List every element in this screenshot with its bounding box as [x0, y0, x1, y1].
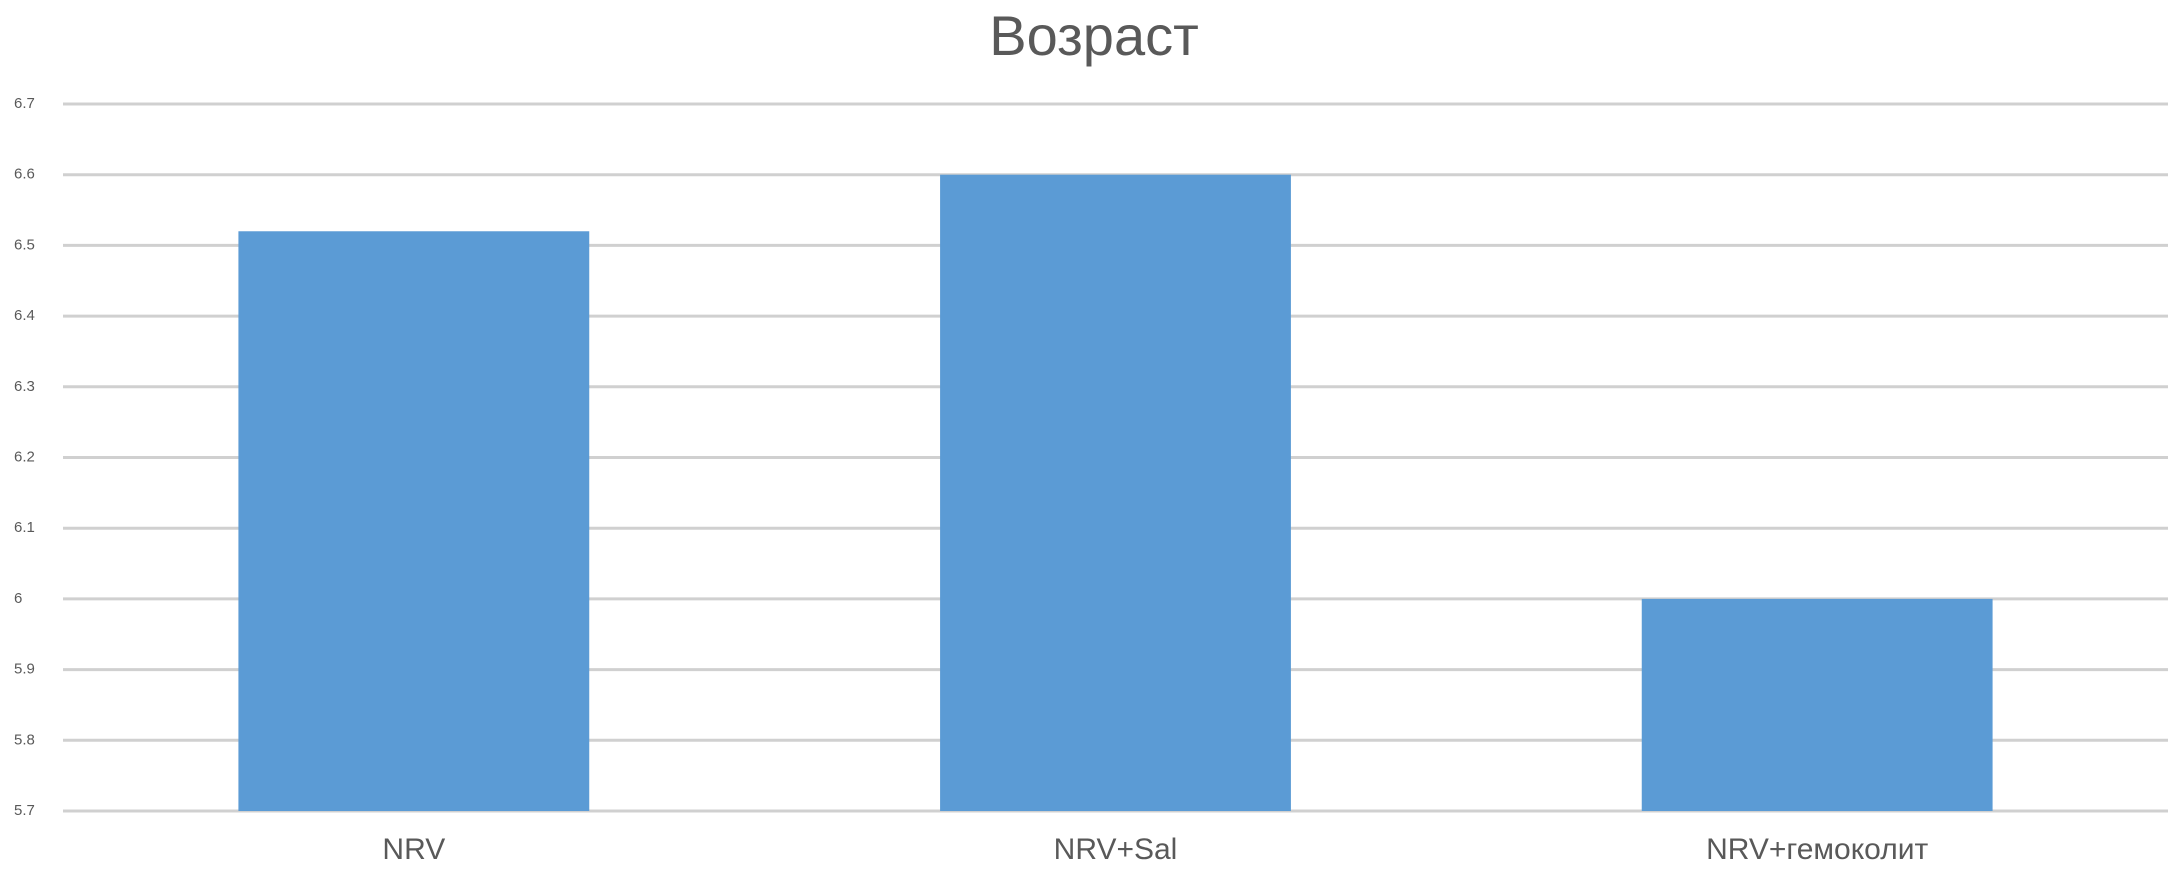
y-tick-label: 6.1 — [14, 519, 35, 536]
y-tick-label: 5.9 — [14, 661, 35, 678]
x-tick-label: NRV+Sal — [1054, 833, 1178, 866]
y-tick-label: 6 — [14, 590, 22, 607]
bar — [940, 174, 1291, 811]
y-tick-label: 6.4 — [14, 307, 35, 324]
y-tick-label: 6.7 — [14, 95, 35, 112]
y-tick-label: 5.7 — [14, 802, 35, 819]
y-tick-label: 5.8 — [14, 731, 35, 748]
bar — [1641, 598, 1993, 811]
bar — [238, 231, 590, 811]
y-tick-label: 6.5 — [14, 236, 35, 253]
y-tick-label: 6.3 — [14, 378, 35, 395]
x-tick-label: NRV — [382, 833, 445, 866]
x-tick-label: NRV+гемоколит — [1706, 833, 1928, 866]
y-tick-label: 6.2 — [14, 448, 35, 465]
y-tick-label: 6.6 — [14, 166, 35, 183]
chart-title: Возраст — [989, 4, 1198, 67]
